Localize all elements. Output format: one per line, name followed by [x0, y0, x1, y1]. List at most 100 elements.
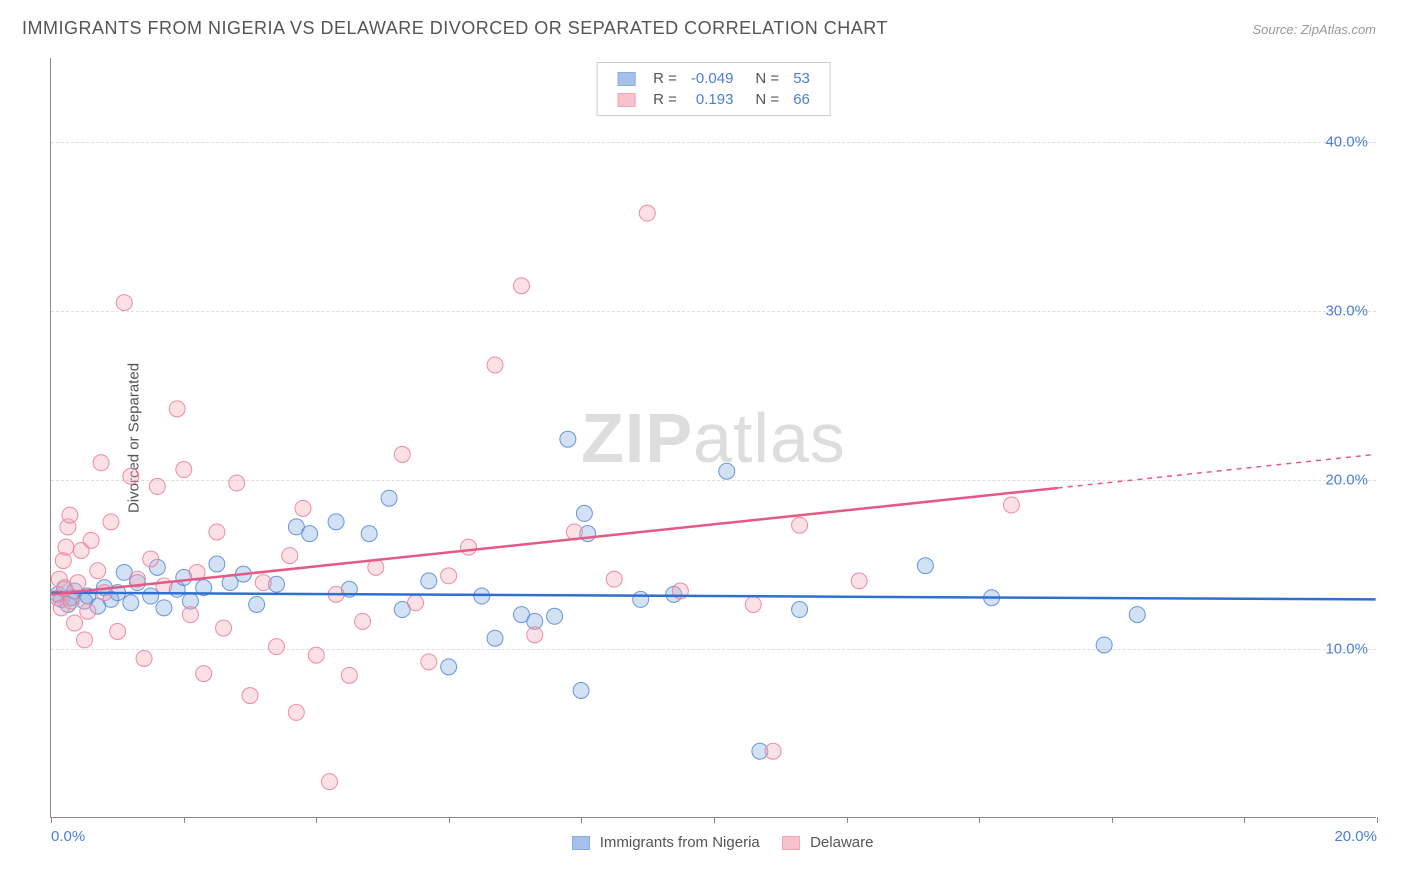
- scatter-point: [93, 455, 109, 471]
- scatter-point: [269, 639, 285, 655]
- legend-n-label-2: N =: [741, 90, 785, 109]
- scatter-point: [282, 548, 298, 564]
- scatter-point: [90, 563, 106, 579]
- scatter-point: [255, 575, 271, 591]
- scatter-point: [143, 588, 159, 604]
- legend-row-series-2: R = 0.193 N = 66: [611, 90, 816, 109]
- legend-r-label-2: R =: [647, 90, 683, 109]
- scatter-point: [156, 600, 172, 616]
- scatter-point: [441, 568, 457, 584]
- scatter-point: [394, 446, 410, 462]
- x-tick: [1112, 817, 1113, 823]
- scatter-point: [792, 602, 808, 618]
- scatter-point: [576, 505, 592, 521]
- scatter-point: [917, 558, 933, 574]
- scatter-point: [745, 596, 761, 612]
- scatter-point: [851, 573, 867, 589]
- scatter-point: [1003, 497, 1019, 513]
- scatter-point: [70, 575, 86, 591]
- scatter-point: [355, 613, 371, 629]
- trend-line-solid: [51, 593, 1375, 600]
- scatter-point: [209, 524, 225, 540]
- x-tick: [184, 817, 185, 823]
- legend-row-series-1: R = -0.049 N = 53: [611, 69, 816, 88]
- trend-line-dashed: [1058, 454, 1376, 488]
- scatter-point: [196, 666, 212, 682]
- legend-top-table: R = -0.049 N = 53 R = 0.193 N = 66: [609, 67, 818, 111]
- legend-n-value-2: 66: [787, 90, 816, 109]
- scatter-point: [63, 593, 79, 609]
- legend-top: R = -0.049 N = 53 R = 0.193 N = 66: [596, 62, 831, 116]
- scatter-point: [1096, 637, 1112, 653]
- x-tick: [1244, 817, 1245, 823]
- x-tick: [449, 817, 450, 823]
- scatter-point: [792, 517, 808, 533]
- legend-r-label-1: R =: [647, 69, 683, 88]
- scatter-point: [249, 596, 265, 612]
- x-tick: [581, 817, 582, 823]
- legend-swatch-1: [617, 72, 635, 86]
- scatter-point: [606, 571, 622, 587]
- chart-title: IMMIGRANTS FROM NIGERIA VS DELAWARE DIVO…: [22, 18, 888, 39]
- x-tick: [51, 817, 52, 823]
- scatter-point: [149, 478, 165, 494]
- scatter-point: [182, 607, 198, 623]
- scatter-point: [527, 627, 543, 643]
- plot-area: Divorced or Separated ZIPatlas 10.0%20.0…: [50, 58, 1376, 818]
- legend-bottom-label-2: Delaware: [810, 834, 873, 851]
- scatter-point: [573, 683, 589, 699]
- scatter-point: [216, 620, 232, 636]
- legend-bottom-swatch-1: [572, 836, 590, 850]
- x-tick-label: 0.0%: [51, 828, 85, 845]
- legend-n-label-1: N =: [741, 69, 785, 88]
- scatter-point: [110, 623, 126, 639]
- scatter-point: [441, 659, 457, 675]
- legend-bottom-swatch-2: [782, 836, 800, 850]
- scatter-point: [381, 490, 397, 506]
- scatter-point: [242, 688, 258, 704]
- scatter-point: [487, 630, 503, 646]
- scatter-point: [560, 431, 576, 447]
- scatter-point: [123, 595, 139, 611]
- x-tick: [316, 817, 317, 823]
- legend-r-value-2: 0.193: [685, 90, 740, 109]
- scatter-point: [143, 551, 159, 567]
- scatter-point: [765, 743, 781, 759]
- scatter-point: [719, 463, 735, 479]
- scatter-point: [209, 556, 225, 572]
- scatter-point: [321, 774, 337, 790]
- scatter-point: [83, 532, 99, 548]
- scatter-point: [408, 595, 424, 611]
- scatter-point: [341, 667, 357, 683]
- scatter-point: [229, 475, 245, 491]
- scatter-point: [513, 278, 529, 294]
- scatter-point: [421, 573, 437, 589]
- scatter-point: [547, 608, 563, 624]
- scatter-point: [76, 632, 92, 648]
- scatter-point: [302, 526, 318, 542]
- scatter-point: [639, 205, 655, 221]
- scatter-point: [156, 578, 172, 594]
- scatter-point: [58, 539, 74, 555]
- scatter-point: [421, 654, 437, 670]
- x-tick: [714, 817, 715, 823]
- scatter-point: [487, 357, 503, 373]
- x-tick: [847, 817, 848, 823]
- scatter-point: [308, 647, 324, 663]
- scatter-point: [461, 539, 477, 555]
- scatter-point: [62, 507, 78, 523]
- trend-line-solid: [51, 488, 1057, 594]
- legend-swatch-2: [617, 93, 635, 107]
- source-attribution: Source: ZipAtlas.com: [1252, 22, 1376, 37]
- scatter-point: [123, 468, 139, 484]
- x-tick: [1377, 817, 1378, 823]
- x-tick-label: 20.0%: [1334, 828, 1377, 845]
- scatter-point: [328, 514, 344, 530]
- scatter-point: [1129, 607, 1145, 623]
- x-tick: [979, 817, 980, 823]
- scatter-point: [136, 650, 152, 666]
- legend-n-value-1: 53: [787, 69, 816, 88]
- scatter-point: [295, 500, 311, 516]
- scatter-point: [80, 603, 96, 619]
- scatter-point: [633, 591, 649, 607]
